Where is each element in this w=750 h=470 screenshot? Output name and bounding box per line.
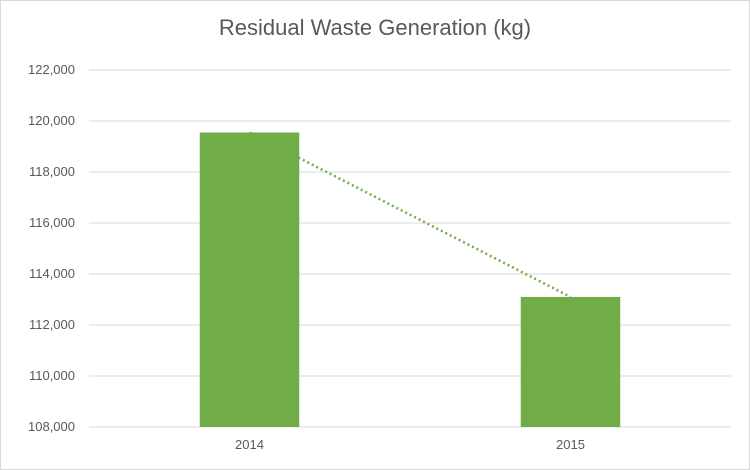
y-tick-label: 108,000 (28, 419, 75, 434)
y-tick-label: 118,000 (29, 164, 75, 179)
y-tick-label: 120,000 (28, 113, 75, 128)
y-tick-label: 122,000 (28, 62, 75, 77)
x-tick-label: 2014 (235, 437, 264, 452)
x-tick-label: 2015 (556, 437, 585, 452)
y-tick-label: 112,000 (29, 317, 75, 332)
bar-2014 (199, 132, 300, 427)
y-tick-label: 110,000 (29, 368, 75, 383)
y-tick-label: 116,000 (29, 215, 75, 230)
chart-title: Residual Waste Generation (kg) (218, 15, 532, 40)
trendline (248, 131, 572, 299)
bar-2015 (520, 296, 621, 427)
y-tick-label: 114,000 (29, 266, 75, 281)
